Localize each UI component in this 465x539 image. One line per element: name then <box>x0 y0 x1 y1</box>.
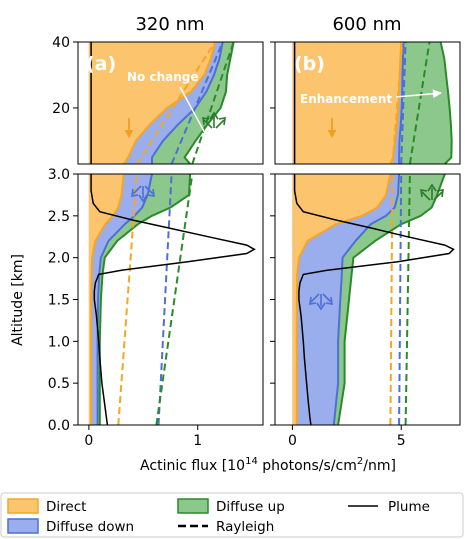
legend-label-diffuse-down: Diffuse down <box>46 519 134 535</box>
panel-b-upper-rayleigh-diffuse-down <box>400 42 407 164</box>
panel-b-annotation: Enhancement <box>300 92 392 106</box>
panel-b-upper-rayleigh-diffuse-up <box>408 42 431 164</box>
ytick-lower-label-2: 1.0 <box>48 334 70 350</box>
panel-b-upper-frame <box>274 41 461 165</box>
panel-a-diffuse-down-arrows-icon <box>131 185 155 203</box>
panel-b-label: (b) <box>294 53 325 75</box>
panel-a-direct-arrow-icon <box>124 118 134 138</box>
panel-b-lower-diffuse-down-area <box>292 174 400 425</box>
axis-ticks: 0 1 20 40 0.0 0.5 1.0 1.5 2.0 2.5 3.0 0 5 <box>48 35 406 449</box>
ytick-lower-label-3: 1.5 <box>48 293 70 309</box>
panel-b-lower-plume-line <box>293 174 455 425</box>
panel-a-xtick-label-1: 1 <box>193 433 202 449</box>
legend-item-rayleigh: Rayleigh <box>178 519 274 535</box>
legend-item-direct: Direct <box>7 498 86 515</box>
panel-a-upper-frame <box>77 41 264 165</box>
legend-label-direct: Direct <box>46 499 86 515</box>
panel-b-lower-direct-edge <box>295 174 392 425</box>
panel-a-annotation-arrow <box>179 86 213 147</box>
panel-a-lower-rayleigh-direct <box>117 174 138 425</box>
panel-a-lower-diffuse-up-area <box>88 174 191 425</box>
ytick-lower-label-1: 0.5 <box>48 376 70 392</box>
ytick-upper-label-0: 20 <box>52 101 70 117</box>
panel-b-lower-rayleigh-direct <box>389 174 394 425</box>
panel-b-xtick-label-1: 5 <box>397 433 406 449</box>
ytick-upper-label-1: 40 <box>52 35 70 51</box>
legend: Direct Diffuse down Diffuse up Rayleigh … <box>0 492 464 538</box>
panel-a-lower-plot <box>88 174 256 425</box>
panel-b-upper-diffuse-up-edge <box>439 42 453 164</box>
panel-a-lower-plume-line <box>90 174 256 425</box>
panel-b-annotation-arrow <box>395 89 442 99</box>
panel-a-upper-plot <box>88 42 235 164</box>
y-axis-label: Altitude [km] <box>10 254 26 346</box>
legend-item-diffuse-up: Diffuse up <box>177 498 285 515</box>
legend-swatch-diffuse-down <box>7 518 39 534</box>
panel-a-annotation: No change <box>127 70 199 84</box>
ytick-lower-label-4: 2.0 <box>48 251 70 267</box>
panel-a-lower-diffuse-down-edge <box>96 174 153 425</box>
panel-b-lower-rayleigh-diffuse-up <box>404 174 411 425</box>
legend-item-diffuse-down: Diffuse down <box>7 518 134 535</box>
x-axis-label: Actinic flux [1014 photons/s/cm2/nm] <box>140 456 396 474</box>
panel-b-upper-diffuse-down-edge <box>398 42 405 164</box>
panel-b-diffuse-down-arrows-icon <box>309 293 333 311</box>
panel-a-upper-rayleigh-diffuse-down <box>170 42 224 164</box>
ytick-lower-label-5: 2.5 <box>48 209 70 225</box>
panel-b-lower-diffuse-down-edge <box>332 174 401 425</box>
panel-b-direct-arrow-icon <box>327 118 337 138</box>
legend-frame <box>0 492 464 538</box>
legend-swatch-direct <box>7 498 39 514</box>
panel-a-lower-rayleigh-diffuse-down <box>157 174 173 425</box>
panel-a-title: 320 nm <box>135 14 204 35</box>
ytick-lower-label-6: 3.0 <box>48 167 70 183</box>
panel-a-label: (a) <box>86 53 116 75</box>
panel-b-diffuse-up-arrows-icon <box>420 183 444 201</box>
legend-label-diffuse-up: Diffuse up <box>216 499 285 515</box>
panel-a-xtick-label-0: 0 <box>84 433 93 449</box>
panel-a-lower-diffuse-down-area <box>88 174 152 425</box>
panel-b-lower-rayleigh-diffuse-down <box>398 174 403 425</box>
legend-swatch-diffuse-up <box>177 498 209 514</box>
panel-b-lower-direct-area <box>292 174 391 425</box>
panel-a-lower-rayleigh-diffuse-up <box>155 174 194 425</box>
panel-b-upper-rayleigh-direct <box>391 42 404 164</box>
panel-b-title: 600 nm <box>332 14 401 35</box>
panel-b-xtick-label-0: 0 <box>288 433 297 449</box>
panel-a-upper-rayleigh-direct <box>135 42 216 164</box>
legend-label-rayleigh: Rayleigh <box>216 519 274 535</box>
panel-b-upper-direct-area <box>292 42 402 164</box>
ytick-lower-label-0: 0.0 <box>48 418 70 434</box>
legend-label-plume: Plume <box>388 499 430 515</box>
legend-item-plume: Plume <box>348 499 430 515</box>
panel-a-lower-direct-edge <box>90 174 125 425</box>
panel-b-lower-plot <box>292 174 455 425</box>
panel-a-upper-direct-edge <box>122 42 217 164</box>
panel-a-upper-diffuse-up-edge <box>183 42 235 164</box>
panel-a-upper-direct-area <box>88 42 216 164</box>
panel-b-lower-diffuse-up-edge <box>337 174 446 425</box>
panel-a-diffuse-up-arrows-icon <box>202 111 226 129</box>
